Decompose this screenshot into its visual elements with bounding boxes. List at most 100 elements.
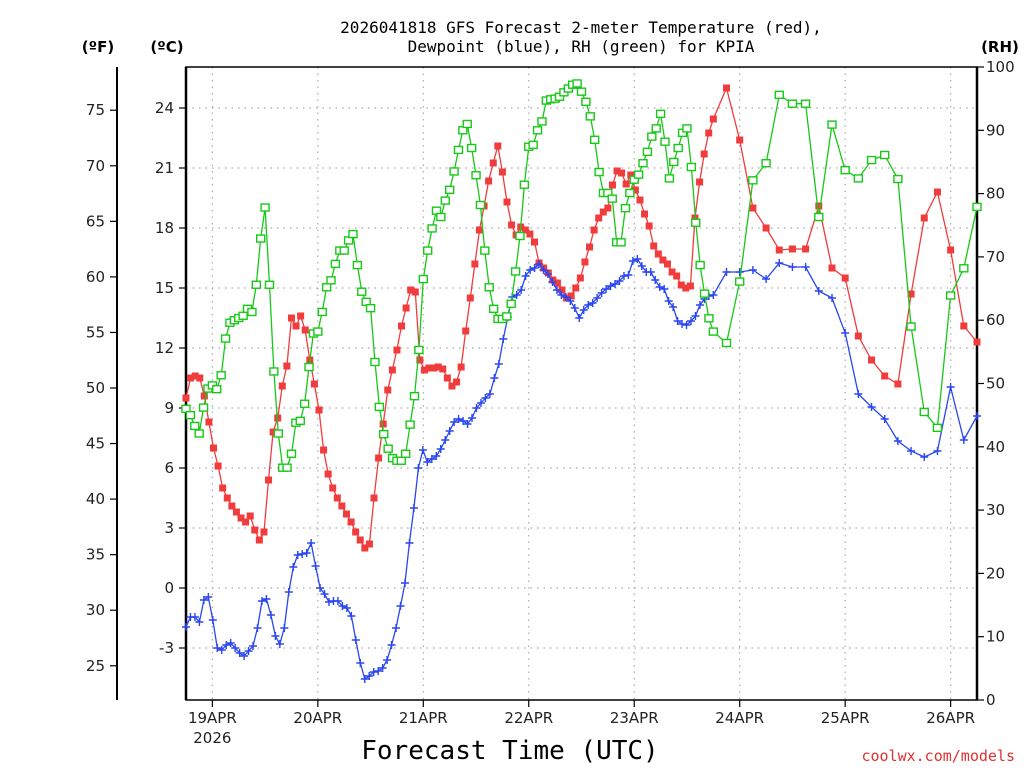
dewpoint-point [307, 539, 316, 547]
dewpoint-point [678, 320, 687, 328]
dewpoint-point [827, 294, 836, 302]
2-meter-temperature-point [297, 312, 305, 320]
dewpoint-point [365, 672, 374, 680]
dewpoint-point [633, 255, 642, 263]
relative-humidity-point [286, 449, 297, 458]
relative-humidity-point [528, 140, 538, 150]
2-meter-temperature-point [641, 210, 649, 218]
x-axis-title: Forecast Time (UTC) [361, 736, 658, 766]
relative-humidity-point [633, 170, 644, 179]
2-meter-temperature-point [228, 502, 236, 510]
dewpoint-point [543, 270, 552, 278]
dewpoint-point [566, 297, 575, 305]
relative-humidity-point [673, 143, 683, 153]
2-meter-temperature-point [700, 150, 708, 158]
relative-humidity-point [647, 132, 657, 141]
dewpoint-point [400, 579, 409, 587]
2-meter-temperature-point [402, 304, 410, 312]
rh-tick-label: 90 [986, 121, 1005, 139]
dewpoint-point [445, 427, 454, 435]
relative-humidity-point [699, 289, 710, 298]
2-meter-temperature-point [599, 208, 607, 216]
fahrenheit-tick-label: 35 [86, 546, 105, 564]
relative-humidity-point [721, 338, 732, 348]
dewpoint-point [271, 632, 280, 640]
dewpoint-point [646, 268, 655, 276]
2-meter-temperature-point [269, 428, 277, 436]
2-meter-temperature-point [475, 226, 483, 234]
dewpoint-point [409, 504, 418, 512]
fahrenheit-tick-label: 50 [86, 379, 105, 397]
relative-humidity-point [735, 277, 745, 286]
celsius-tick-label: 0 [164, 579, 174, 597]
dewpoint-point [615, 277, 624, 285]
relative-humidity-point [422, 246, 433, 255]
dewpoint-point [463, 420, 472, 428]
series-relative-humidity [181, 79, 982, 472]
2-meter-temperature-point [920, 214, 928, 222]
dewpoint-point [405, 539, 414, 547]
2-meter-temperature-point [407, 286, 415, 294]
dewpoint-point [217, 646, 226, 654]
relative-humidity-point [502, 312, 512, 321]
dewpoint-point [432, 452, 441, 460]
relative-humidity-point [304, 362, 314, 372]
2-meter-temperature-point [650, 242, 658, 250]
relative-humidity-point [330, 259, 341, 269]
rh-tick-label: 20 [986, 564, 1005, 582]
2-meter-temperature-point [255, 536, 263, 544]
dewpoint-point [959, 436, 968, 444]
relative-humidity-point [374, 402, 385, 412]
relative-humidity-point [453, 145, 464, 155]
2-meter-temperature-point [526, 230, 534, 238]
rh-tick-label: 40 [986, 438, 1005, 456]
dewpoint-point [454, 415, 463, 423]
dewpoint-point [257, 597, 266, 605]
2-meter-temperature-point [489, 159, 497, 167]
2-meter-temperature-point [775, 246, 783, 254]
2-meter-temperature-point [663, 260, 671, 268]
2-meter-temperature-point [462, 327, 470, 335]
dewpoint-point [762, 275, 771, 283]
relative-humidity-point [401, 449, 411, 458]
dewpoint-point [880, 415, 889, 423]
dewpoint-point [588, 299, 597, 307]
relative-humidity-point [691, 218, 701, 227]
dewpoint-point [222, 641, 231, 649]
relative-humidity-point [589, 135, 600, 144]
dewpoint-point [284, 588, 293, 596]
2-meter-temperature-point [802, 245, 810, 253]
celsius-tick-label: 6 [164, 459, 174, 477]
relative-humidity-point [269, 367, 279, 376]
dewpoint-point [383, 656, 392, 664]
2-meter-temperature-point [677, 281, 685, 289]
2-meter-temperature-point [604, 204, 612, 212]
relative-humidity-point [704, 314, 714, 323]
dewpoint-point [414, 464, 423, 472]
2-meter-temperature-point [558, 286, 566, 294]
dewpoint-point [686, 317, 695, 325]
relative-humidity-point [339, 246, 349, 255]
2-meter-temperature-point [854, 332, 862, 340]
x-tick-label: 21APR [399, 709, 448, 727]
dewpoint-point [387, 641, 396, 649]
dewpoint-line [185, 258, 978, 681]
relative-humidity-point [519, 180, 530, 189]
dewpoint-point [602, 285, 611, 293]
2-meter-temperature-point [659, 256, 667, 264]
relative-humidity-point [427, 224, 437, 233]
relative-humidity-point [761, 159, 771, 168]
relative-humidity-point [510, 267, 521, 276]
2-meter-temperature-point [521, 226, 529, 234]
relative-humidity-point [370, 357, 380, 367]
dewpoint-point [570, 304, 579, 312]
rh-tick-label: 30 [986, 501, 1005, 519]
2-meter-temperature-point [342, 510, 350, 518]
rh-tick-label: 100 [986, 58, 1015, 76]
2-meter-temperature-point [320, 446, 328, 454]
relative-humidity-point [655, 109, 666, 119]
relative-humidity-point [449, 167, 459, 176]
2-meter-temperature-point [485, 177, 493, 185]
2-meter-temperature-point [301, 326, 309, 334]
dewpoint-point [396, 602, 405, 610]
